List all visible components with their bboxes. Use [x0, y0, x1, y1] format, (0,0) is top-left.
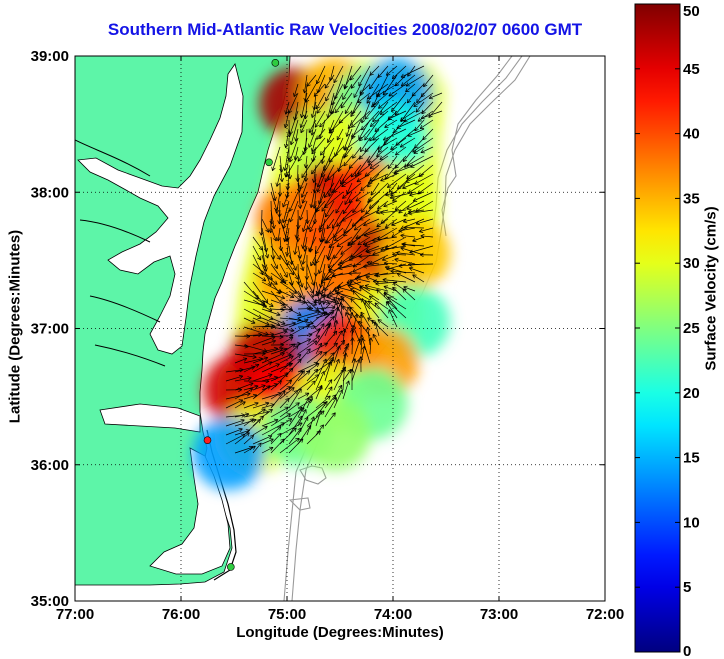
colorbar-tick-label: 0 — [683, 643, 691, 659]
y-tick-label: 35:00 — [31, 593, 69, 610]
colorbar-ticks: 0 5 10 15 20 25 30 35 40 45 50 — [635, 3, 700, 659]
x-tick-label: 72:00 — [586, 606, 624, 623]
colorbar — [634, 3, 681, 653]
chesapeake-bay — [77, 63, 244, 355]
y-tick-label: 39:00 — [31, 48, 69, 65]
colorbar-label: Surface Velocity (cm/s) — [702, 206, 720, 371]
y-tick-label: 38:00 — [31, 184, 69, 201]
chart-title: Southern Mid-Atlantic Raw Velocities 200… — [107, 20, 583, 39]
velocity-cell — [367, 163, 440, 236]
x-tick-label: 75:00 — [268, 606, 306, 623]
velocity-arrows — [225, 65, 443, 454]
x-tick-label: 76:00 — [162, 606, 200, 623]
velocity-cell — [298, 398, 371, 471]
colorbar-tick-label: 45 — [683, 61, 700, 78]
velocity-cell — [192, 417, 265, 490]
albemarle-sound — [99, 403, 201, 433]
colorbar-tick-label: 30 — [683, 255, 700, 272]
station-marker — [265, 158, 273, 167]
colorbar-tick-label: 10 — [683, 514, 700, 531]
grid-lines — [75, 56, 605, 601]
colorbar-tick-label: 5 — [683, 579, 691, 596]
velocity-cell — [357, 101, 429, 174]
station-marker — [271, 59, 280, 67]
y-tick-label: 37:00 — [31, 321, 69, 338]
colorbar-tick-label: 15 — [683, 450, 700, 467]
station-marker — [227, 563, 235, 571]
colorbar-tick-label: 35 — [683, 190, 700, 207]
y-tick-label: 36:00 — [31, 457, 69, 474]
river — [75, 139, 166, 367]
station-marker — [203, 436, 212, 445]
x-tick-label: 77:00 — [56, 606, 94, 623]
y-axis-ticks: 35:00 36:00 37:00 38:00 39:00 — [31, 48, 605, 610]
x-tick-label: 73:00 — [480, 606, 518, 623]
colorbar-tick-label: 25 — [683, 320, 700, 337]
x-axis-ticks: 77:00 76:00 75:00 74:00 73:00 72:00 — [56, 56, 624, 623]
x-tick-label: 74:00 — [374, 606, 412, 623]
stations — [203, 59, 280, 571]
colorbar-tick-label: 50 — [683, 3, 700, 20]
y-axis-label: Latitude (Degrees:Minutes) — [6, 229, 24, 424]
x-axis-label: Longitude (Degrees:Minutes) — [236, 624, 444, 641]
colorbar-tick-label: 40 — [683, 126, 700, 143]
colorbar-tick-label: 20 — [683, 385, 700, 402]
